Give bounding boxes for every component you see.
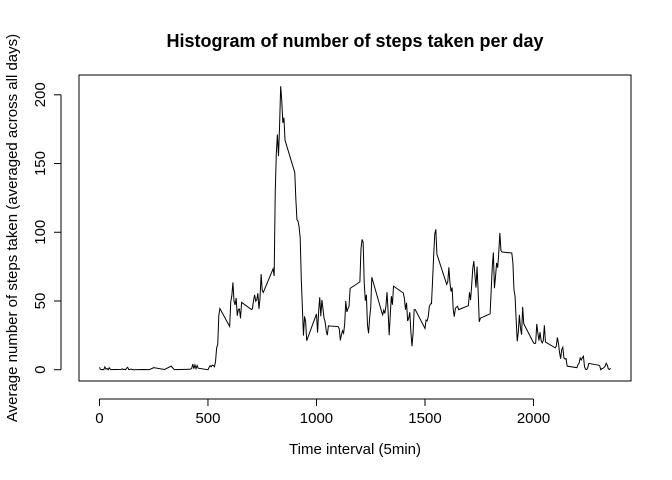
y-axis-label: Average number of steps taken (averaged … <box>4 34 21 422</box>
chart-title: Histogram of number of steps taken per d… <box>166 31 543 51</box>
data-line <box>99 86 611 371</box>
x-axis-label: Time interval (5min) <box>289 441 421 458</box>
x-tick-label: 1000 <box>300 410 333 427</box>
y-tick-label: 200 <box>32 82 49 107</box>
plot-frame <box>78 74 632 382</box>
y-tick-label: 50 <box>32 293 49 310</box>
x-tick-label: 0 <box>95 410 103 427</box>
x-tick-label: 500 <box>195 410 220 427</box>
x-tick-label: 2000 <box>517 410 550 427</box>
y-tick-label: 150 <box>32 151 49 176</box>
x-tick-label: 1500 <box>408 410 441 427</box>
y-tick-label: 100 <box>32 220 49 245</box>
y-tick-label: 0 <box>32 366 49 374</box>
